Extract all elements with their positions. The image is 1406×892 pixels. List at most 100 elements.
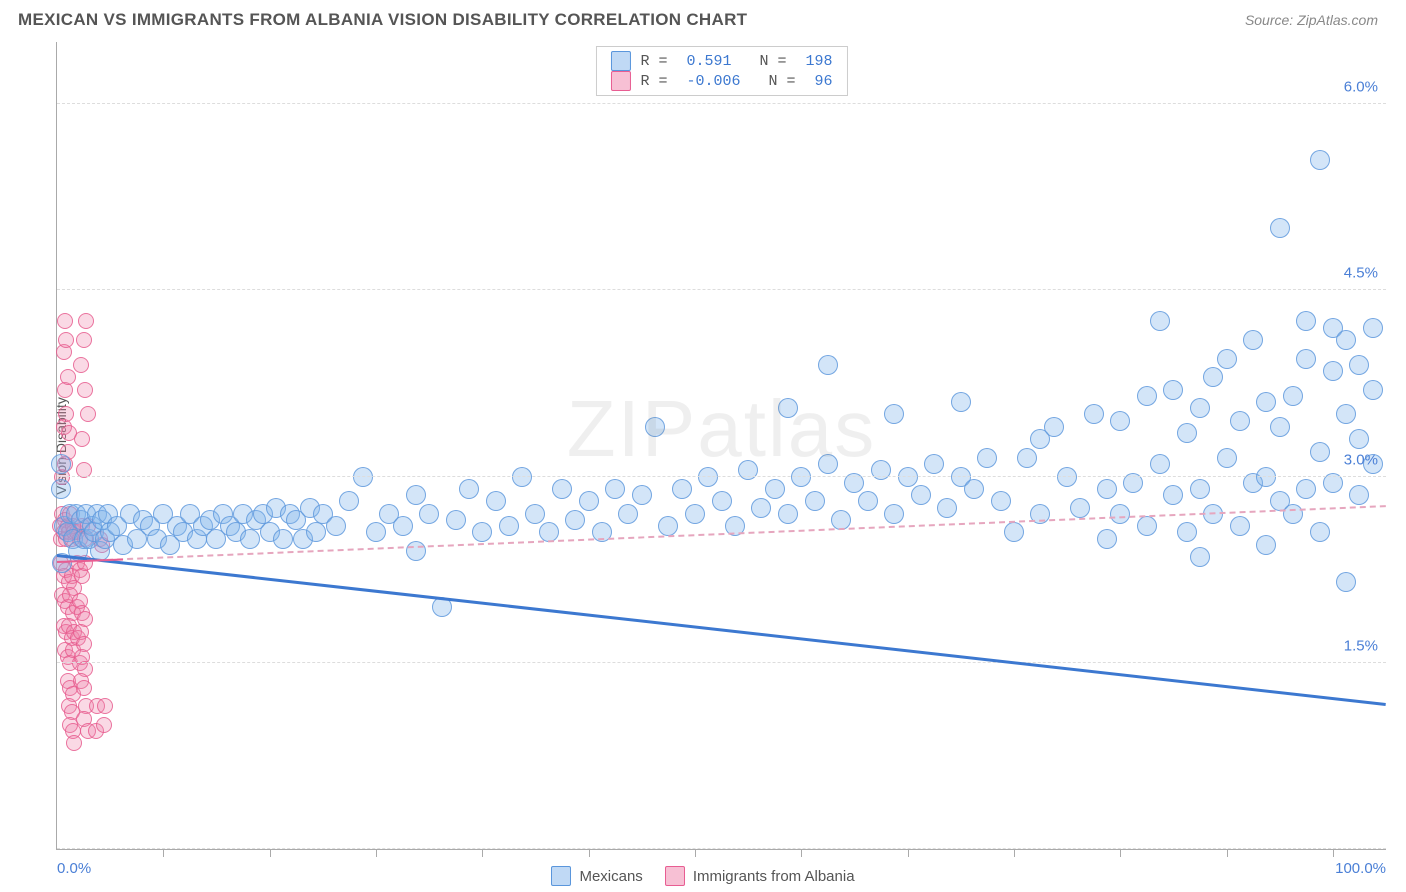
y-tick-label: 1.5% <box>1344 637 1378 654</box>
y-tick-label: 3.0% <box>1344 451 1378 468</box>
data-point <box>1336 404 1356 424</box>
data-point <box>1097 529 1117 549</box>
swatch-pink-icon <box>665 866 685 886</box>
data-point <box>1150 311 1170 331</box>
data-point <box>1296 349 1316 369</box>
data-point <box>77 382 93 398</box>
y-tick-label: 6.0% <box>1344 79 1378 96</box>
data-point <box>406 485 426 505</box>
legend-pink-n: 96 <box>815 73 833 90</box>
x-tick <box>908 849 909 857</box>
legend-pink-r: -0.006 <box>686 73 740 90</box>
data-point <box>459 479 479 499</box>
legend-blue-n: 198 <box>806 53 833 70</box>
data-point <box>1110 411 1130 431</box>
data-point <box>406 541 426 561</box>
legend-r-label: R = <box>640 73 676 90</box>
data-point <box>778 504 798 524</box>
data-point <box>605 479 625 499</box>
x-tick <box>163 849 164 857</box>
data-point <box>78 313 94 329</box>
gridline <box>57 103 1386 104</box>
data-point <box>446 510 466 530</box>
data-point <box>1110 504 1130 524</box>
data-point <box>1084 404 1104 424</box>
data-point <box>306 522 326 542</box>
data-point <box>712 491 732 511</box>
data-point <box>818 355 838 375</box>
data-point <box>1349 355 1369 375</box>
data-point <box>1296 311 1316 331</box>
legend-n-label: N = <box>742 53 796 70</box>
data-point <box>419 504 439 524</box>
data-point <box>51 479 71 499</box>
data-point <box>685 504 705 524</box>
data-point <box>911 485 931 505</box>
data-point <box>937 498 957 518</box>
data-point <box>60 369 76 385</box>
data-point <box>58 406 74 422</box>
swatch-blue-icon <box>610 51 630 71</box>
data-point <box>326 516 346 536</box>
data-point <box>353 467 373 487</box>
data-point <box>486 491 506 511</box>
data-point <box>871 460 891 480</box>
data-point <box>858 491 878 511</box>
data-point <box>1256 535 1276 555</box>
data-point <box>1283 504 1303 524</box>
swatch-pink-icon <box>610 71 630 91</box>
data-point <box>74 431 90 447</box>
legend-row-pink: R = -0.006 N = 96 <box>610 71 832 91</box>
correlation-legend: R = 0.591 N = 198 R = -0.006 N = 96 <box>595 46 847 96</box>
plot-region: ZIPatlas R = 0.591 N = 198 R = -0.006 N … <box>56 42 1386 850</box>
x-tick <box>376 849 377 857</box>
gridline <box>57 476 1386 477</box>
data-point <box>1323 361 1343 381</box>
data-point <box>1057 467 1077 487</box>
data-point <box>1243 330 1263 350</box>
data-point <box>76 680 92 696</box>
data-point <box>964 479 984 499</box>
data-point <box>73 357 89 373</box>
data-point <box>698 467 718 487</box>
data-point <box>1190 547 1210 567</box>
gridline <box>57 848 1386 849</box>
legend-item-albania: Immigrants from Albania <box>665 866 855 886</box>
data-point <box>339 491 359 511</box>
data-point <box>1163 485 1183 505</box>
data-point <box>1150 454 1170 474</box>
data-point <box>1163 380 1183 400</box>
data-point <box>1097 479 1117 499</box>
data-point <box>738 460 758 480</box>
data-point <box>565 510 585 530</box>
data-point <box>1190 398 1210 418</box>
data-point <box>499 516 519 536</box>
data-point <box>1017 448 1037 468</box>
legend-label-albania: Immigrants from Albania <box>693 868 855 885</box>
data-point <box>97 698 113 714</box>
gridline <box>57 662 1386 663</box>
data-point <box>393 516 413 536</box>
chart-area: Vision Disability ZIPatlas R = 0.591 N =… <box>18 42 1386 850</box>
series-legend: Mexicans Immigrants from Albania <box>0 866 1406 886</box>
data-point <box>1137 516 1157 536</box>
data-point <box>51 454 71 474</box>
data-point <box>751 498 771 518</box>
data-point <box>1363 318 1383 338</box>
data-point <box>1256 467 1276 487</box>
x-tick <box>1227 849 1228 857</box>
data-point <box>1190 479 1210 499</box>
data-point <box>57 313 73 329</box>
chart-title: MEXICAN VS IMMIGRANTS FROM ALBANIA VISIO… <box>18 10 747 30</box>
data-point <box>1070 498 1090 518</box>
x-tick <box>1333 849 1334 857</box>
data-point <box>1177 522 1197 542</box>
data-point <box>1217 349 1237 369</box>
data-point <box>1270 417 1290 437</box>
data-point <box>58 332 74 348</box>
legend-blue-r: 0.591 <box>686 53 731 70</box>
data-point <box>240 529 260 549</box>
x-tick <box>801 849 802 857</box>
x-tick <box>482 849 483 857</box>
data-point <box>1230 411 1250 431</box>
